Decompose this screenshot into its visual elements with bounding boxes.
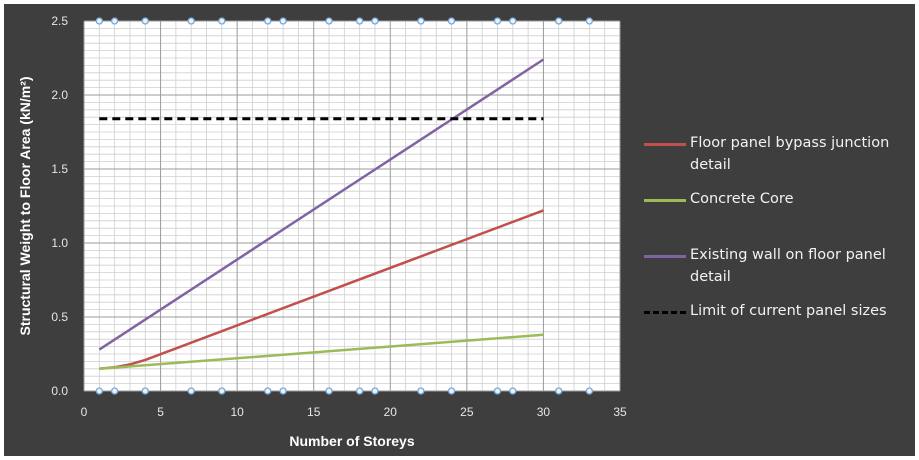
legend-swatch-floor-panel <box>644 143 686 146</box>
marker-point <box>141 387 149 395</box>
x-tick-label: 5 <box>157 405 164 419</box>
legend-label: Concrete Core <box>690 191 794 207</box>
marker-point <box>356 387 364 395</box>
marker-point <box>110 387 119 395</box>
legend-swatch-panel-limit <box>644 311 686 314</box>
series-line-2 <box>98 58 545 351</box>
series-layer <box>98 58 545 371</box>
y-tick-labels: 0.0 0.5 1.0 1.5 2.0 2.5 <box>51 14 68 398</box>
grid-minor <box>84 21 620 391</box>
marker-point <box>356 17 364 25</box>
marker-point <box>447 17 456 25</box>
legend-label: Floor panel bypass junction detail <box>690 135 890 173</box>
x-tick-label: 35 <box>613 405 627 419</box>
legend-swatch-concrete-core <box>644 199 686 202</box>
marker-point <box>493 387 502 395</box>
legend-item: Concrete Core <box>644 188 918 210</box>
marker-point <box>447 387 456 395</box>
chart-svg: 0 5 10 15 20 25 30 35 0.0 0.5 1.0 1.5 2.0 2.5 Number… <box>17 14 627 449</box>
marker-point <box>555 387 563 395</box>
x-axis-label: Number of Storeys <box>289 433 414 449</box>
legend-label: Existing wall on floor panel detail <box>690 247 886 285</box>
marker-point <box>325 17 333 25</box>
marker-point <box>141 17 149 25</box>
series-line-1 <box>99 333 544 371</box>
marker-point <box>371 17 379 25</box>
x-tick-label: 30 <box>537 405 551 419</box>
marker-point <box>417 387 425 395</box>
chart-frame: 0 5 10 15 20 25 30 35 0.0 0.5 1.0 1.5 2.0 2.5 Number… <box>4 4 915 456</box>
marker-point <box>279 387 287 395</box>
marker-point <box>264 387 272 395</box>
marker-point <box>95 387 103 395</box>
marker-point <box>187 17 195 25</box>
grid-major <box>83 20 621 392</box>
legend-label: Limit of current panel sizes <box>690 303 887 319</box>
marker-point <box>417 17 425 25</box>
marker-point <box>218 387 226 395</box>
marker-point <box>509 17 517 25</box>
legend-swatch-existing-wall <box>644 255 686 258</box>
y-tick-label: 1.0 <box>51 236 68 250</box>
marker-point <box>585 387 594 395</box>
marker-point <box>325 387 333 395</box>
marker-layer <box>95 17 594 395</box>
y-tick-label: 2.5 <box>51 14 68 28</box>
y-tick-label: 1.5 <box>51 162 68 176</box>
marker-point <box>187 387 195 395</box>
y-tick-label: 2.0 <box>51 88 68 102</box>
legend-item: Floor panel bypass junction detail <box>644 132 918 176</box>
x-tick-label: 10 <box>230 405 244 419</box>
x-tick-labels: 0 5 10 15 20 25 30 35 <box>81 405 627 419</box>
marker-point <box>555 17 563 25</box>
marker-point <box>493 17 502 25</box>
y-tick-label: 0.5 <box>51 310 68 324</box>
y-tick-label: 0.0 <box>51 384 68 398</box>
legend-item: Existing wall on floor panel detail <box>644 244 918 288</box>
marker-point <box>218 17 226 25</box>
legend-item: Limit of current panel sizes <box>644 300 918 322</box>
marker-point <box>371 387 379 395</box>
marker-point <box>95 17 103 25</box>
x-tick-label: 25 <box>460 405 474 419</box>
marker-point <box>279 17 287 25</box>
marker-point <box>509 387 517 395</box>
marker-point <box>264 17 272 25</box>
marker-point <box>585 17 594 25</box>
x-tick-label: 15 <box>307 405 321 419</box>
y-axis-label: Structural Weight to Floor Area (kN/m²) <box>17 76 33 335</box>
x-tick-label: 20 <box>384 405 398 419</box>
marker-point <box>110 17 119 25</box>
x-tick-label: 0 <box>81 405 88 419</box>
